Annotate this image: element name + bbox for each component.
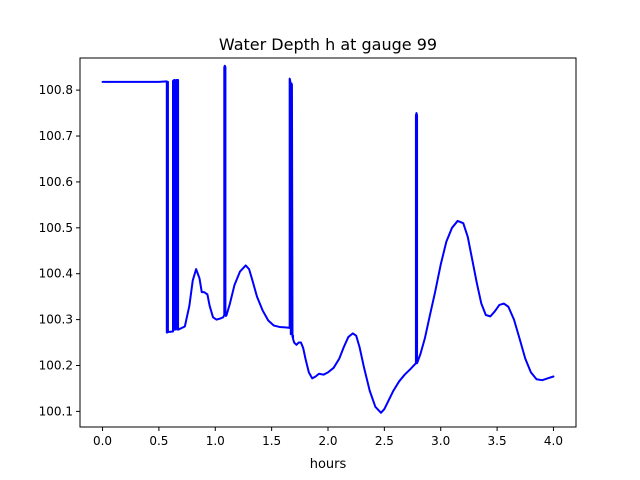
- x-tick-label: 1.0: [206, 434, 225, 448]
- x-tick-label: 0.0: [93, 434, 112, 448]
- x-tick-label: 1.5: [262, 434, 281, 448]
- y-tick-label: 100.3: [39, 313, 73, 327]
- y-tick-label: 100.6: [39, 175, 73, 189]
- y-tick-label: 100.4: [39, 267, 73, 281]
- series-layer: [101, 64, 555, 414]
- chart-title: Water Depth h at gauge 99: [219, 35, 437, 54]
- x-tick-label: 3.0: [431, 434, 450, 448]
- y-tick-label: 100.5: [39, 221, 73, 235]
- x-axis-label: hours: [310, 457, 347, 472]
- y-tick-label: 100.2: [39, 359, 73, 373]
- y-tick-label: 100.7: [39, 129, 73, 143]
- x-axis-ticks: 0.0 0.5 1.0 1.5 2.0 2.5 3.0 3.5 4.0: [93, 427, 563, 448]
- series-line-0: [101, 64, 555, 414]
- x-tick-label: 2.0: [318, 434, 337, 448]
- x-tick-label: 4.0: [544, 434, 563, 448]
- y-tick-label: 100.1: [39, 404, 73, 418]
- y-axis-ticks: 100.1 100.2 100.3 100.4 100.5 100.6 100.7 100.8: [39, 83, 80, 418]
- x-tick-label: 3.5: [488, 434, 507, 448]
- y-tick-label: 100.8: [39, 83, 73, 97]
- x-tick-label: 0.5: [149, 434, 168, 448]
- x-tick-label: 2.5: [375, 434, 394, 448]
